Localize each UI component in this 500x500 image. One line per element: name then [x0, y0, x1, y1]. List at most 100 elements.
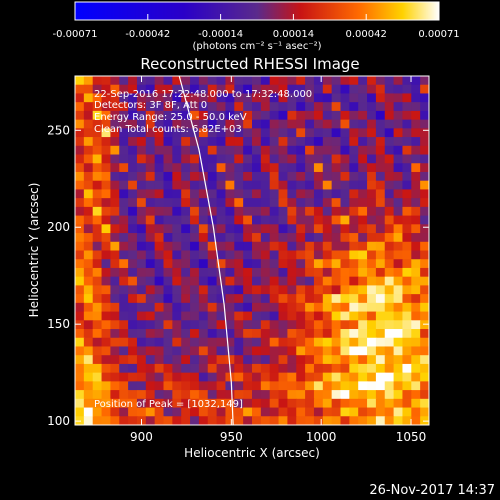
heatmap-cell — [375, 390, 386, 400]
heatmap-cell — [128, 416, 138, 425]
heatmap-cell — [154, 329, 165, 339]
heatmap-cell — [83, 416, 94, 425]
heatmap-cell — [331, 206, 342, 217]
heatmap-cell — [313, 302, 324, 313]
heatmap-cell — [172, 233, 182, 243]
heatmap-cell — [75, 180, 85, 191]
heatmap-cell — [145, 137, 156, 147]
heatmap-cell — [358, 416, 368, 425]
heatmap-cell — [305, 224, 315, 234]
heatmap-cell — [252, 189, 262, 199]
heatmap-cell — [252, 206, 262, 217]
heatmap-cell — [154, 119, 165, 129]
heatmap-cell — [190, 93, 200, 103]
heatmap-cell — [375, 119, 386, 129]
heatmap-cell — [119, 311, 129, 321]
heatmap-cell — [75, 390, 85, 400]
heatmap-cell — [172, 84, 182, 95]
heatmap-cell — [411, 215, 421, 225]
heatmap-cell — [190, 110, 200, 121]
heatmap-cell — [322, 320, 333, 330]
heatmap-cell — [163, 381, 173, 391]
heatmap-cell — [384, 119, 395, 129]
heatmap-cell — [296, 285, 306, 295]
heatmap-cell — [207, 329, 218, 339]
heatmap-cell — [119, 320, 129, 330]
heatmap-cell — [384, 84, 395, 95]
heatmap-cell — [145, 145, 156, 156]
heatmap-cell — [198, 102, 209, 112]
heatmap-cell — [198, 337, 209, 348]
heatmap-cell — [402, 241, 412, 252]
heatmap-cell — [145, 346, 156, 356]
heatmap-cell — [198, 189, 209, 199]
solar-limb-curve — [178, 76, 234, 425]
heatmap-cell — [331, 241, 342, 252]
heatmap-cell — [252, 241, 262, 252]
heatmap-cell — [243, 198, 253, 208]
heatmap-cell — [163, 337, 173, 348]
heatmap-cell — [154, 84, 165, 95]
heatmap-cell — [225, 285, 235, 295]
heatmap-cell — [402, 206, 412, 217]
heatmap-cell — [313, 267, 324, 278]
heatmap-cell — [278, 337, 288, 348]
heatmap-cell — [322, 128, 333, 138]
heatmap-cell — [154, 337, 165, 348]
heatmap-cell — [163, 276, 173, 286]
heatmap-cell — [190, 241, 200, 252]
heatmap-cell — [411, 259, 421, 269]
heatmap-cell — [154, 163, 165, 173]
heatmap-cell — [322, 363, 333, 374]
heatmap-cell — [243, 224, 253, 234]
heatmap-cell — [172, 407, 182, 417]
heatmap-cell — [287, 285, 297, 295]
heatmap-cell — [119, 267, 129, 278]
heatmap-cell — [349, 163, 359, 173]
heatmap-cell — [136, 320, 147, 330]
heatmap-cell — [198, 241, 209, 252]
heatmap-cell — [110, 224, 120, 234]
heatmap-cell — [92, 390, 103, 400]
heatmap-cell — [110, 407, 120, 417]
heatmap-cell — [393, 233, 404, 243]
heatmap-cell — [75, 363, 85, 374]
heatmap-cell — [375, 259, 386, 269]
annotation-energy-range: Energy Range: 25.0 - 50.0 keV — [94, 112, 247, 123]
heatmap-cell — [225, 416, 235, 425]
heatmap-cell — [313, 311, 324, 321]
heatmap-cell — [420, 276, 429, 286]
heatmap-cell — [296, 276, 306, 286]
heatmap-cell — [305, 416, 315, 425]
heatmap-cell — [145, 372, 156, 382]
heatmap-cell — [411, 398, 421, 409]
heatmap-cell — [287, 416, 297, 425]
heatmap-cell — [198, 233, 209, 243]
heatmap-cell — [92, 102, 103, 112]
heatmap-cell — [101, 267, 111, 278]
heatmap-cell — [154, 407, 165, 417]
heatmap-cell — [128, 163, 138, 173]
heatmap-cell — [234, 416, 244, 425]
heatmap-cell — [75, 128, 85, 138]
heatmap-cell — [393, 337, 404, 348]
heatmap-cell — [402, 329, 412, 339]
heatmap-cell — [358, 355, 368, 365]
heatmap-cell — [101, 311, 111, 321]
heatmap-cell — [216, 398, 227, 409]
heatmap-cell — [172, 355, 182, 365]
heatmap-cell — [101, 154, 111, 164]
heatmap-cell — [181, 276, 191, 286]
heatmap-cell — [349, 363, 359, 374]
heatmap-cell — [75, 102, 85, 112]
heatmap-cell — [322, 110, 333, 121]
heatmap-cell — [411, 76, 421, 86]
heatmap-cell — [243, 407, 253, 417]
heatmap-cell — [305, 128, 315, 138]
heatmap-cell — [234, 110, 244, 121]
heatmap-cell — [420, 259, 429, 269]
heatmap-cell — [349, 381, 359, 391]
heatmap-cell — [349, 416, 359, 425]
heatmap-cell — [145, 302, 156, 313]
heatmap-cell — [225, 145, 235, 156]
